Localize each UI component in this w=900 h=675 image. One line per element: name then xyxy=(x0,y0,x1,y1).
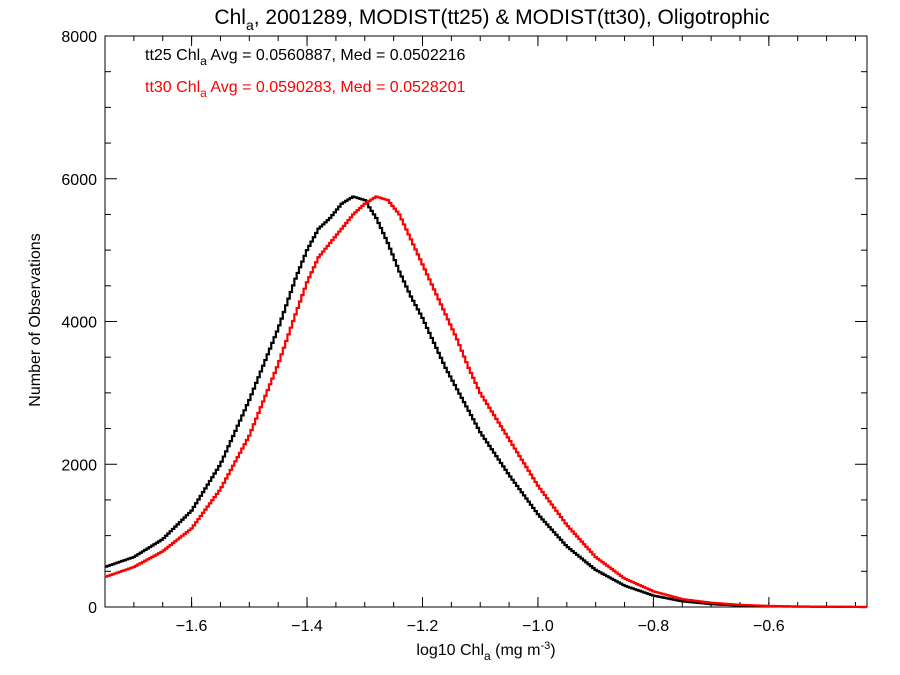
y-tick-label: 2000 xyxy=(61,457,97,474)
y-axis-ticks: 0 2000 4000 6000 8000 xyxy=(61,29,867,617)
annotation-tt25-sub: a xyxy=(200,54,207,68)
x-tick-label: −1.6 xyxy=(176,618,208,635)
y-axis-label: Number of Observations xyxy=(27,233,44,406)
y-tick-label: 8000 xyxy=(61,29,97,46)
x-axis-label-end: ) xyxy=(550,642,555,659)
annotation-tt30-pre: tt30 Chl xyxy=(145,79,200,96)
x-axis-label-sub: a xyxy=(484,649,491,663)
chart-title-main: Chl xyxy=(214,6,246,29)
chart-title-rest: , 2001289, MODIST(tt25) & MODIST(tt30), … xyxy=(254,6,770,29)
series-layer xyxy=(105,195,867,609)
annotation-tt30-post: Avg = 0.0590283, Med = 0.0528201 xyxy=(207,79,466,96)
annotation-tt25-post: Avg = 0.0560887, Med = 0.0502216 xyxy=(207,47,466,64)
x-tick-label: −0.6 xyxy=(753,618,785,635)
x-axis-label-main: log10 Chl xyxy=(416,642,484,659)
y-tick-label: 4000 xyxy=(61,315,97,332)
chart-title-sub: a xyxy=(246,17,254,33)
x-tick-label: −1.2 xyxy=(407,618,439,635)
annotation-tt30-sub: a xyxy=(200,86,207,100)
annotation-tt30: tt30 Chla Avg = 0.0590283, Med = 0.05282… xyxy=(145,79,466,100)
series-tt30-line xyxy=(105,195,867,609)
x-axis-label: log10 Chla (mg m-3) xyxy=(416,640,555,663)
annotation-tt25-pre: tt25 Chl xyxy=(145,47,200,64)
x-tick-label: −0.8 xyxy=(638,618,670,635)
plot-frame xyxy=(104,35,868,608)
chart-title: Chla, 2001289, MODIST(tt25) & MODIST(tt3… xyxy=(214,6,769,33)
x-axis-ticks: −1.6 −1.4 −1.2 −1.0 −0.8 −0.6 xyxy=(104,36,856,635)
y-tick-label: 6000 xyxy=(61,172,97,189)
x-tick-label: −1.4 xyxy=(291,618,323,635)
x-axis-label-sup: -3 xyxy=(540,640,550,652)
x-axis-label-rest: (mg m xyxy=(491,642,541,659)
y-tick-label: 0 xyxy=(88,600,97,617)
x-tick-label: −1.0 xyxy=(522,618,554,635)
annotation-tt25: tt25 Chla Avg = 0.0560887, Med = 0.05022… xyxy=(145,47,466,68)
